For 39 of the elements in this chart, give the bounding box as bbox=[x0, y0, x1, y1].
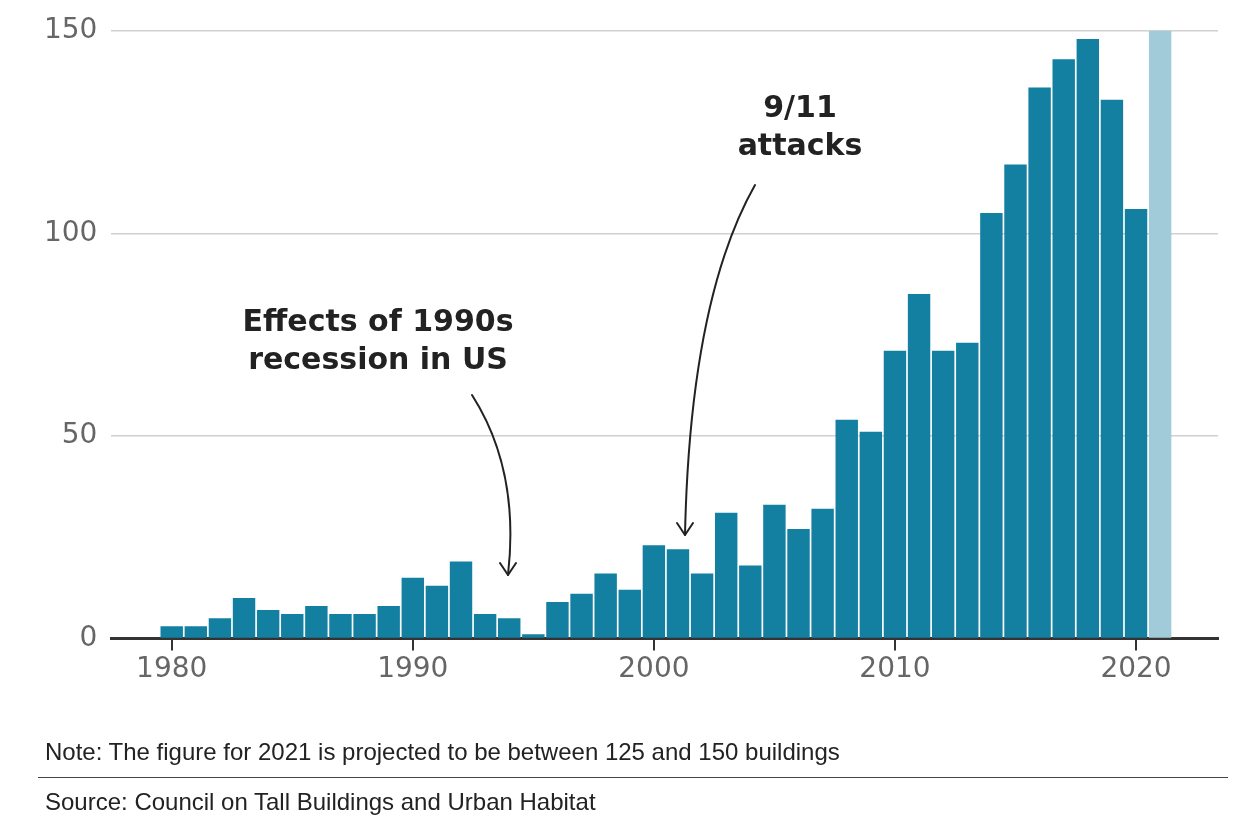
bar bbox=[666, 549, 690, 638]
x-tick-label: 1990 bbox=[377, 651, 449, 685]
bar bbox=[883, 350, 907, 638]
bar bbox=[714, 512, 738, 638]
bar bbox=[1124, 209, 1148, 638]
source-note: Source: Council on Tall Buildings and Urban Habitat bbox=[45, 788, 596, 816]
bar bbox=[232, 597, 256, 638]
bar bbox=[401, 577, 424, 638]
y-tick-label: 150 bbox=[43, 12, 98, 46]
bar bbox=[931, 350, 955, 638]
bar bbox=[956, 342, 979, 638]
bar bbox=[1076, 38, 1100, 638]
bar bbox=[907, 294, 931, 638]
bar bbox=[473, 614, 497, 638]
bar bbox=[642, 545, 666, 638]
bar bbox=[835, 419, 858, 638]
x-tick-label: 2010 bbox=[859, 651, 931, 685]
annotation: 9/11 attacks bbox=[737, 88, 863, 162]
bar bbox=[256, 610, 280, 638]
bar bbox=[1148, 30, 1172, 638]
bar bbox=[184, 626, 208, 638]
bar bbox=[281, 614, 304, 638]
x-tick-label: 2000 bbox=[618, 651, 690, 685]
annotation: Effects of 1990s recession in US bbox=[242, 302, 514, 376]
bar bbox=[449, 561, 473, 638]
bar bbox=[1100, 99, 1124, 638]
text: Note: The figure for 2021 is projected to be between 125 and 150 buildings bbox=[45, 738, 840, 766]
bar bbox=[160, 626, 183, 638]
bar bbox=[498, 618, 521, 638]
bar bbox=[618, 589, 641, 638]
bar bbox=[208, 618, 232, 638]
bar bbox=[690, 573, 714, 638]
bar bbox=[425, 585, 449, 638]
x-tick-label: 2020 bbox=[1100, 651, 1172, 685]
y-tick-label: 50 bbox=[61, 417, 98, 451]
y-tick-label: 100 bbox=[43, 214, 98, 248]
bar bbox=[859, 431, 883, 638]
x-tick-label: 1980 bbox=[136, 651, 208, 685]
y-tick-label: 0 bbox=[79, 619, 98, 653]
